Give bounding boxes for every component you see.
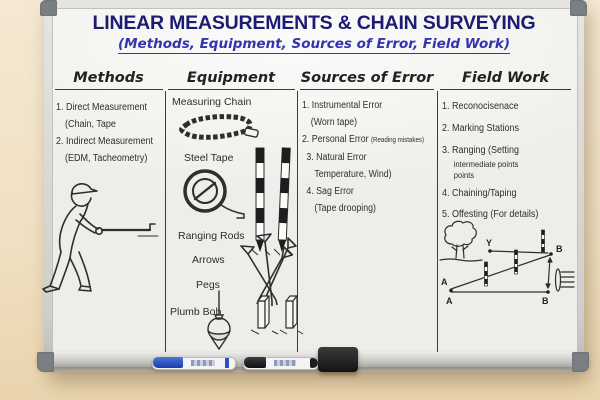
fence-drawing [554, 268, 575, 292]
black-marker [243, 357, 319, 370]
column-header-equipment: Equipment [186, 70, 276, 86]
sources-item-4-line-1: 4. Sag Error [306, 186, 354, 197]
field-work-item-1: 1. Reconocisenace [442, 101, 519, 112]
field-work-item-2: 2. Marking Stations [442, 123, 520, 134]
sources-of-error-list: 1. Instrumental Error (Worn tape) 2. Per… [302, 97, 425, 217]
ranging-rods-drawing [250, 147, 294, 256]
column-header-sources-of-error: Sources of Error [300, 70, 434, 86]
sources-item-3-line-1: 3. Natural Error [306, 152, 367, 163]
column-divider-3 [437, 91, 438, 352]
column-divider-1 [165, 91, 166, 352]
black-marker-label [274, 360, 296, 366]
field-work-list: 1. Reconocisenace 2. Marking Stations 3.… [442, 98, 568, 223]
methods-list: 1. Direct Measurement (Chain, Tape 2. In… [56, 99, 157, 167]
sources-item-2: 2. Personal Error (Reading mistakes) [302, 131, 425, 149]
column-divider-2 [297, 91, 298, 352]
field-work-item-3-line-1: 3. Ranging (Setting [442, 145, 520, 156]
sources-item-1-line-2: (Worn tape) [310, 117, 358, 128]
steel-tape-label: Steel Tape [184, 152, 234, 164]
board-subtitle: (Methods, Equipment, Sources of Error, F… [52, 36, 576, 54]
diagram-ranging-rods [484, 229, 545, 287]
field-work-item-4: 4. Chaining/Taping [442, 188, 517, 199]
blue-marker-ring [225, 358, 229, 368]
header-underline-methods [55, 89, 163, 90]
plumb-bob-label: Plumb Bob [170, 306, 222, 318]
surveyor-drawing [42, 183, 159, 293]
whiteboard-eraser [318, 347, 358, 372]
arrows-drawing [240, 233, 297, 307]
board-subtitle-text: (Methods, Equipment, Sources of Error, F… [117, 36, 511, 54]
diagram-label-y: Y [486, 238, 492, 248]
sources-item-2-text: 2. Personal Error [302, 134, 369, 145]
methods-item-2-line-1: 2. Indirect Measurement [56, 136, 154, 147]
frame-corner-top-right [570, 0, 587, 16]
tree-drawing [439, 220, 483, 262]
sources-item-1-line-1: 1. Instrumental Error [302, 100, 383, 111]
black-marker-cap [244, 357, 266, 368]
diagram-label-a-bottom: A [446, 296, 453, 306]
sources-item-2-note: (Reading mistakes) [370, 137, 425, 144]
methods-item-1-line-1: 1. Direct Measurement [56, 102, 148, 113]
frame-corner-bottom-left [37, 352, 54, 372]
whiteboard-surface [52, 8, 578, 356]
frame-corner-top-left [40, 0, 57, 16]
field-work-diagram: Y B A A B [439, 220, 575, 306]
methods-item-1-line-2: (Chain, Tape [65, 119, 116, 130]
methods-item-2-line-2: (EDM, Tacheometry) [65, 153, 148, 164]
ranging-rods-label: Ranging Rods [178, 230, 245, 242]
steel-tape-drawing [183, 169, 245, 219]
black-marker-end [310, 358, 318, 368]
field-work-item-3-line-2: intermediate points [453, 159, 519, 169]
column-header-field-work: Field Work [461, 70, 550, 86]
board-title: LINEAR MEASUREMENTS & CHAIN SURVEYING [92, 12, 536, 34]
field-work-item-3-line-3: points [453, 170, 475, 180]
measuring-chain-label: Measuring Chain [172, 96, 252, 108]
diagram-label-a-top: A [441, 277, 448, 287]
header-underline-field-work [440, 89, 571, 90]
column-header-methods: Methods [73, 70, 144, 86]
pegs-label: Pegs [196, 279, 220, 291]
plumb-bob-drawing [207, 290, 231, 351]
blue-marker-label [191, 360, 215, 366]
sources-item-4-line-2: (Tape drooping) [314, 203, 376, 214]
header-underline-sources [300, 89, 434, 90]
blue-marker [152, 357, 236, 370]
blue-marker-cap [153, 357, 183, 368]
frame-corner-bottom-right [572, 352, 589, 372]
diagram-label-b-top: B [556, 244, 563, 254]
diagram-label-b-bottom: B [542, 296, 549, 306]
sources-item-3-line-2: Temperature, Wind) [314, 169, 392, 180]
pegs-drawing [250, 295, 304, 335]
measuring-chain-drawing [179, 114, 259, 140]
header-underline-equipment [168, 89, 295, 90]
arrows-label: Arrows [192, 254, 225, 266]
field-work-item-5: 5. Offesting (For details) [442, 209, 539, 220]
